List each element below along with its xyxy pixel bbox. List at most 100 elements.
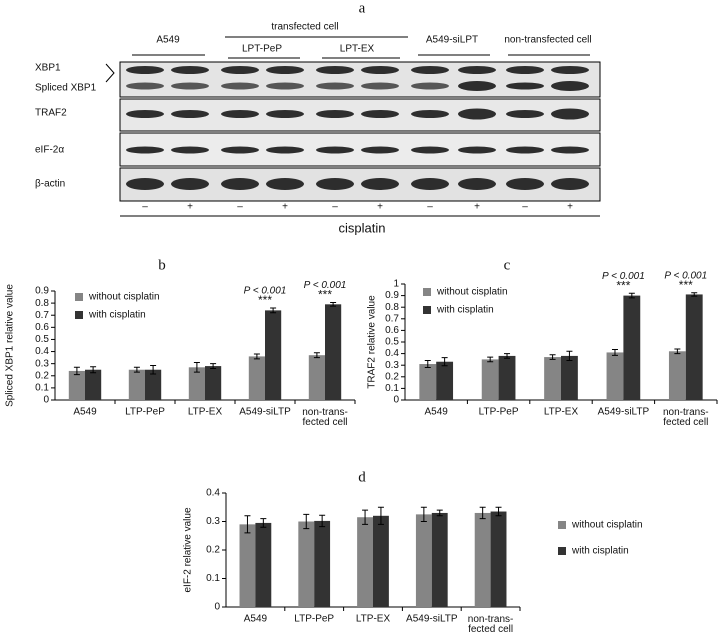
band (551, 66, 589, 74)
legend-label: without cisplatin (436, 287, 508, 298)
x-tick-label: A549-siLTP (406, 614, 458, 625)
y-tick-label: 0.4 (206, 488, 220, 499)
band (126, 82, 164, 90)
y-tick-label: 0 (393, 395, 399, 406)
error-bar (210, 363, 217, 370)
y-tick-label: 0.4 (385, 348, 399, 359)
band (458, 178, 496, 190)
significance: *** (258, 293, 272, 307)
band (316, 178, 354, 190)
x-tick-label: LTP-EX (356, 614, 391, 625)
y-tick-label: 0.2 (385, 371, 399, 382)
band (316, 82, 354, 90)
y-tick-label: 0.7 (35, 310, 49, 321)
western-blot: a A549 transfected cell LPT-PeP LPT-EX A… (35, 0, 601, 235)
y-tick-label: 1 (393, 279, 399, 290)
x-tick-label: non-trans-fected cell (302, 407, 348, 428)
y-tick-label: 0.1 (35, 383, 49, 394)
error-bar (436, 509, 443, 517)
y-tick-label: 0.2 (35, 370, 49, 381)
significance: *** (679, 278, 693, 292)
error-bar (495, 506, 502, 517)
treatment-sign: – (522, 202, 528, 213)
y-tick-label: 0.9 (35, 286, 49, 297)
band (126, 66, 164, 74)
band (506, 110, 544, 118)
error-bar (303, 513, 310, 530)
y-tick-label: 0.3 (35, 358, 49, 369)
bar (145, 369, 162, 400)
treatment-label: cisplatin (339, 220, 386, 235)
legend-swatch (75, 293, 83, 301)
y-tick-label: 0.8 (385, 302, 399, 313)
error-bar (193, 361, 200, 373)
row-label: Spliced XBP1 (35, 83, 97, 94)
y-tick-label: 0.3 (385, 360, 399, 371)
x-tick-label: A549-siLTP (239, 407, 291, 418)
bar (325, 304, 342, 400)
bar (606, 352, 624, 400)
x-tick-label: A549 (244, 614, 268, 625)
treatment-sign: + (377, 202, 383, 213)
significance: *** (318, 288, 332, 302)
bands (126, 66, 589, 190)
error-bar (674, 348, 681, 355)
row-label: eIF-2α (35, 145, 64, 156)
x-tick-label: A549 (425, 407, 449, 418)
error-bar (487, 356, 494, 363)
bar (623, 295, 641, 400)
bar (490, 511, 507, 607)
band (266, 82, 304, 90)
bar (205, 366, 222, 400)
error-bar (260, 518, 267, 528)
error-bar (504, 353, 511, 359)
treatment-sign: – (427, 202, 433, 213)
error-bar (133, 366, 140, 373)
band (171, 178, 209, 190)
error-bar (611, 349, 618, 356)
band (361, 146, 399, 154)
panel-label: a (359, 0, 366, 16)
bar (255, 522, 272, 607)
treatment-sign: + (187, 202, 193, 213)
error-bar (270, 307, 277, 314)
bar (685, 294, 703, 400)
band (506, 146, 544, 154)
band (221, 82, 259, 90)
treatment-sign: – (332, 202, 338, 213)
annotation: P < 0.001 (304, 280, 347, 291)
band (361, 178, 399, 190)
error-bar (319, 514, 326, 528)
annotation: P < 0.001 (244, 286, 287, 297)
bar (128, 369, 145, 400)
band (506, 66, 544, 74)
treatment-sign: – (237, 202, 243, 213)
error-bar (330, 302, 337, 307)
y-tick-label: 0.6 (385, 325, 399, 336)
x-tick-label: LTP-PeP (125, 407, 165, 418)
x-tick-label: LTP-EX (544, 407, 579, 418)
band (266, 110, 304, 118)
band (221, 178, 259, 190)
error-bar (628, 292, 635, 299)
y-axis-label: TRAF2 relative value (367, 295, 378, 389)
bracket (105, 63, 115, 83)
y-tick-label: 0.8 (35, 298, 49, 309)
band (551, 108, 589, 120)
treatment-sign: – (142, 202, 148, 213)
annotation: P < 0.001 (602, 271, 645, 282)
bar (239, 524, 256, 607)
y-tick-label: 0.7 (385, 313, 399, 324)
group-label: A549-siLPT (426, 35, 478, 46)
error-bar (479, 506, 486, 520)
band (411, 82, 449, 90)
band (126, 146, 164, 154)
legend-swatch (75, 311, 83, 319)
legend-swatch (558, 547, 566, 555)
bar (188, 367, 205, 400)
band (361, 82, 399, 90)
error-bar (441, 357, 448, 367)
treatment-sign: + (567, 202, 573, 213)
error-bar (549, 354, 556, 360)
annotation: P < 0.001 (664, 270, 707, 281)
